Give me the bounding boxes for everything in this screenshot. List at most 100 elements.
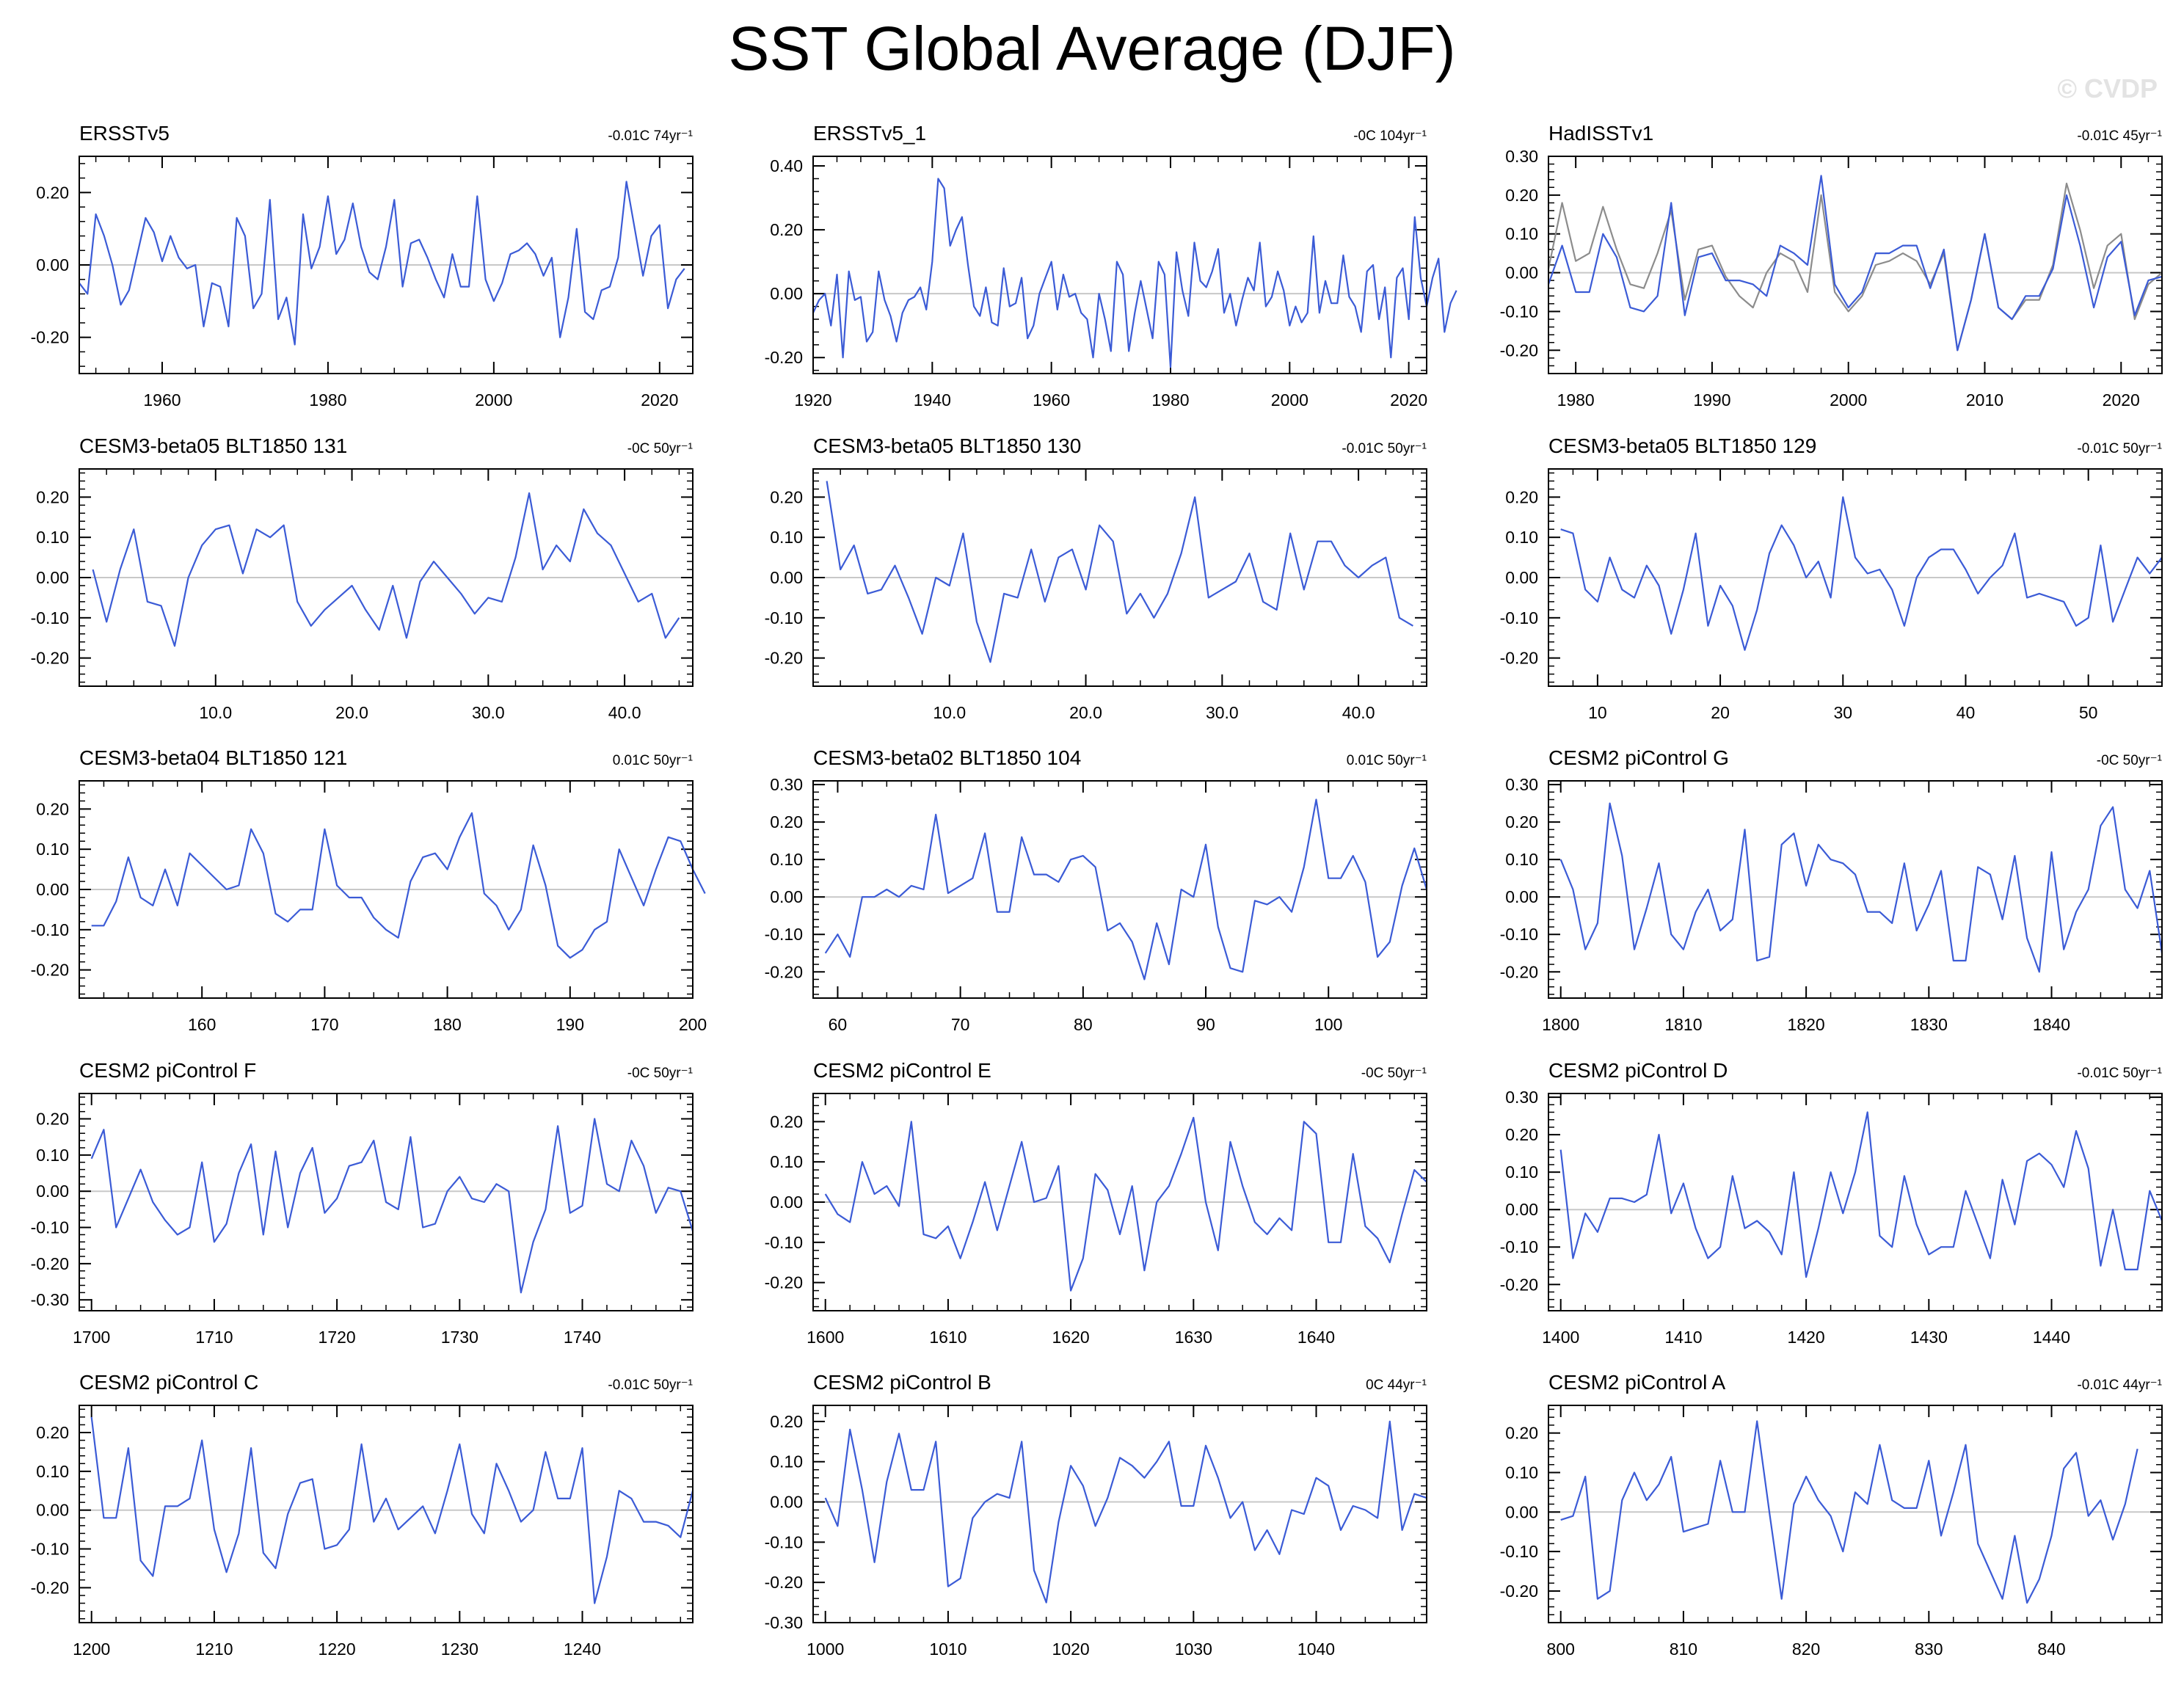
x-tick-label: 70 xyxy=(951,1015,970,1034)
series-line xyxy=(812,178,1457,368)
panel-title: ERSSTv5 xyxy=(79,122,170,145)
panel-title: CESM2 piControl B xyxy=(813,1371,991,1394)
chart-panel: CESM2 piControl F -0C 50yr⁻¹ -0.30 -0.20 -0.… xyxy=(31,1059,694,1347)
y-tick-label: 0.20 xyxy=(770,220,803,239)
panel-title: CESM3-beta04 BLT1850 121 xyxy=(79,746,347,769)
y-tick-label: 0.00 xyxy=(770,887,803,906)
chart-panel: CESM3-beta05 BLT1850 129 -0.01C 50yr⁻¹ -0.… xyxy=(1500,434,2163,722)
series-line xyxy=(824,1420,1427,1604)
plot-frame xyxy=(812,156,1427,374)
y-tick-label: -0.20 xyxy=(31,649,69,668)
x-tick-label: 1440 xyxy=(2033,1328,2070,1347)
x-tick-label: 10.0 xyxy=(933,703,966,722)
y-tick-label: 0.00 xyxy=(770,1493,803,1512)
x-tick-label: 2000 xyxy=(475,390,512,410)
x-tick-label: 1000 xyxy=(807,1639,844,1659)
plot-frame xyxy=(812,1405,1427,1623)
y-tick-label: -0.20 xyxy=(1500,962,1538,981)
y-tick-label: 0.00 xyxy=(1505,263,1538,283)
x-tick-label: 200 xyxy=(679,1015,707,1034)
x-tick-label: 2020 xyxy=(1390,390,1427,410)
x-tick-label: 1400 xyxy=(1542,1328,1579,1347)
y-tick-label: 0.10 xyxy=(770,528,803,547)
trend-label: -0.01C 45yr⁻¹ xyxy=(2077,128,2162,144)
y-tick-label: 0.10 xyxy=(1505,1162,1538,1182)
y-tick-label: 0.30 xyxy=(1505,775,1538,794)
y-tick-label: 0.30 xyxy=(1505,1088,1538,1107)
plot-frame xyxy=(1548,156,2163,374)
plot-frame xyxy=(79,1405,694,1623)
x-tick-label: 190 xyxy=(556,1015,584,1034)
x-tick-label: 100 xyxy=(1314,1015,1342,1034)
x-tick-label: 20.0 xyxy=(1069,703,1102,722)
x-tick-label: 40.0 xyxy=(1342,703,1375,722)
y-tick-label: -0.10 xyxy=(765,1233,803,1252)
trend-label: -0.01C 50yr⁻¹ xyxy=(608,1378,693,1393)
y-tick-label: 0.00 xyxy=(1505,887,1538,906)
x-tick-label: 1810 xyxy=(1664,1015,1702,1034)
x-tick-label: 30 xyxy=(1833,703,1852,722)
y-tick-label: -0.10 xyxy=(31,920,69,939)
x-tick-label: 1960 xyxy=(143,390,181,410)
y-tick-label: -0.20 xyxy=(31,328,69,347)
y-tick-label: -0.10 xyxy=(31,1218,69,1237)
series-line xyxy=(1547,182,2163,352)
panel-title: CESM2 piControl G xyxy=(1548,746,1729,769)
chart-panel: CESM2 piControl E -0C 50yr⁻¹ -0.20 -0.10 0.0… xyxy=(765,1059,1427,1347)
y-tick-label: 0.40 xyxy=(770,156,803,175)
plot-frame xyxy=(1548,1405,2163,1623)
y-tick-label: 0.10 xyxy=(1505,850,1538,869)
trend-label: 0.01C 50yr⁻¹ xyxy=(1347,753,1427,768)
panel-title: CESM2 piControl C xyxy=(79,1371,258,1394)
x-tick-label: 2020 xyxy=(641,390,678,410)
y-tick-label: 0.20 xyxy=(770,1112,803,1131)
x-tick-label: 1630 xyxy=(1175,1328,1212,1347)
trend-label: -0.01C 50yr⁻¹ xyxy=(2077,441,2162,456)
x-tick-label: 90 xyxy=(1196,1015,1215,1034)
x-tick-label: 10 xyxy=(1588,703,1607,722)
y-tick-label: 0.00 xyxy=(36,880,69,899)
panel-title: CESM3-beta05 BLT1850 129 xyxy=(1548,434,1816,457)
chart-panel: CESM2 piControl B 0C 44yr⁻¹ -0.30 -0.20 -0.1… xyxy=(765,1371,1427,1659)
x-tick-label: 1980 xyxy=(1151,390,1189,410)
x-tick-label: 1600 xyxy=(807,1328,844,1347)
plot-frame xyxy=(1548,468,2163,687)
x-tick-label: 840 xyxy=(2037,1639,2065,1659)
series-line xyxy=(92,492,680,647)
y-tick-label: -0.20 xyxy=(765,962,803,981)
x-tick-label: 60 xyxy=(829,1015,848,1034)
x-tick-label: 2010 xyxy=(1966,390,2003,410)
trend-label: -0.01C 50yr⁻¹ xyxy=(1342,441,1427,456)
x-tick-label: 1640 xyxy=(1297,1328,1335,1347)
y-tick-label: 0.00 xyxy=(36,568,69,587)
chart-panel: CESM3-beta05 BLT1850 131 -0C 50yr⁻¹ -0.20 -… xyxy=(31,434,694,722)
x-tick-label: 170 xyxy=(310,1015,338,1034)
y-tick-label: -0.20 xyxy=(1500,649,1538,668)
y-tick-label: 0.20 xyxy=(1505,1424,1538,1443)
x-tick-label: 1700 xyxy=(73,1328,110,1347)
y-tick-label: 0.10 xyxy=(36,528,69,547)
x-tick-label: 1030 xyxy=(1175,1639,1212,1659)
y-tick-label: 0.20 xyxy=(1505,1125,1538,1144)
x-tick-label: 10.0 xyxy=(199,703,232,722)
x-tick-label: 1830 xyxy=(1910,1015,1948,1034)
x-tick-label: 1240 xyxy=(564,1639,601,1659)
chart-panel: CESM2 piControl G -0C 50yr⁻¹ -0.20 -0.10 0.0… xyxy=(1500,746,2163,1034)
y-tick-label: 0.20 xyxy=(36,487,69,506)
plot-frame xyxy=(1548,780,2163,999)
x-tick-label: 830 xyxy=(1915,1639,1943,1659)
trend-label: 0.01C 50yr⁻¹ xyxy=(613,753,693,768)
y-tick-label: -0.20 xyxy=(31,961,69,980)
x-tick-label: 810 xyxy=(1670,1639,1697,1659)
series-line xyxy=(826,481,1413,663)
y-tick-label: -0.10 xyxy=(1500,1237,1538,1256)
y-tick-label: 0.10 xyxy=(770,850,803,869)
y-tick-label: 0.00 xyxy=(1505,568,1538,587)
series-line xyxy=(1559,802,2163,973)
plot-frame xyxy=(812,780,1427,999)
x-tick-label: 1920 xyxy=(794,390,831,410)
y-tick-label: -0.20 xyxy=(765,1273,803,1292)
trend-label: -0C 50yr⁻¹ xyxy=(2097,753,2162,768)
x-tick-label: 1420 xyxy=(1788,1328,1825,1347)
x-tick-label: 820 xyxy=(1792,1639,1820,1659)
